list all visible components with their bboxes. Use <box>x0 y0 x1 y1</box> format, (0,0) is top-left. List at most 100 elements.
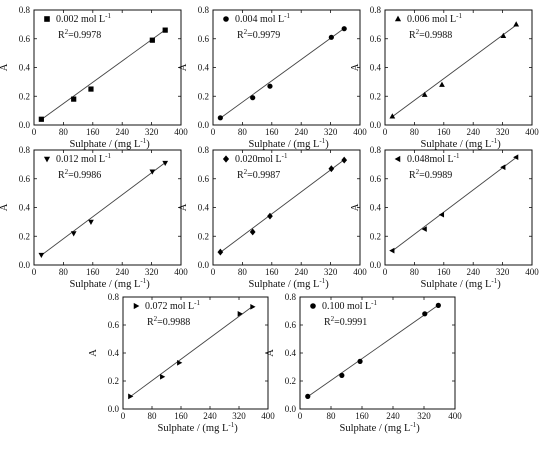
x-tick-label: 240 <box>294 267 308 277</box>
chart-panel-4: 0 80 160 240 320 400 0.0 0.2 0.4 0.6 0.8 Sulphate /… <box>0 145 188 290</box>
y-axis-label: A <box>0 203 10 211</box>
chart-panel-1: 0 80 160 240 320 400 0.0 0.2 0.4 0.6 0.8 Sulphate /… <box>0 5 188 150</box>
x-tick-label: 400 <box>525 127 539 137</box>
x-tick-label: 0 <box>383 127 388 137</box>
x-tick-label: 320 <box>417 411 431 421</box>
data-point <box>513 21 520 27</box>
y-tick-label: 0.0 <box>198 260 210 270</box>
r-squared-label: R2=0.9988 <box>409 28 452 41</box>
data-point <box>439 81 445 87</box>
y-tick-label: 0.8 <box>370 145 382 155</box>
data-point <box>149 169 156 175</box>
y-tick-label: 0.6 <box>108 320 120 330</box>
y-tick-label: 0.6 <box>198 174 210 184</box>
legend-label: 0.020mol L-1 <box>235 152 288 165</box>
legend-label: 0.006 mol L-1 <box>407 12 463 25</box>
data-point <box>70 231 77 237</box>
legend-label: 0.002 mol L-1 <box>56 12 112 25</box>
y-tick-label: 0.4 <box>285 348 297 358</box>
data-point <box>305 393 311 399</box>
data-point <box>267 83 273 89</box>
x-tick-label: 160 <box>265 127 279 137</box>
legend-label: 0.048mol L-1 <box>407 152 460 165</box>
x-tick-label: 400 <box>261 411 275 421</box>
legend-marker <box>310 303 316 309</box>
y-tick-label: 0.4 <box>19 63 31 73</box>
x-tick-label: 320 <box>324 127 338 137</box>
legend-label: 0.072 mol L-1 <box>145 299 201 312</box>
data-point <box>71 96 77 102</box>
x-tick-label: 0 <box>211 267 216 277</box>
x-tick-label: 160 <box>174 411 188 421</box>
r-squared-label: R2=0.9979 <box>237 28 280 41</box>
x-tick-label: 320 <box>145 267 159 277</box>
legend-label: 0.012 mol L-1 <box>56 152 112 165</box>
regression-line <box>41 162 166 256</box>
y-tick-label: 0.2 <box>198 231 209 241</box>
legend-label: 0.004 mol L-1 <box>235 12 291 25</box>
regression-line <box>392 24 517 118</box>
data-point <box>88 219 94 225</box>
x-tick-label: 240 <box>115 127 129 137</box>
x-tick-label: 240 <box>466 267 480 277</box>
chart-panel-2: 0 80 160 240 320 400 0.0 0.2 0.4 0.6 0.8 Sulphate /… <box>178 5 367 150</box>
y-axis-label: A <box>88 349 99 357</box>
x-tick-label: 160 <box>265 267 279 277</box>
data-point <box>162 27 168 33</box>
y-tick-label: 0.8 <box>198 5 210 15</box>
plot-frame <box>212 149 361 266</box>
legend-marker <box>222 155 230 163</box>
x-tick-label: 80 <box>59 267 69 277</box>
y-axis-label: A <box>350 63 361 71</box>
data-point <box>177 359 183 366</box>
x-tick-label: 400 <box>448 411 462 421</box>
x-tick-label: 0 <box>383 267 388 277</box>
y-tick-label: 0.2 <box>19 91 30 101</box>
y-tick-label: 0.4 <box>198 203 210 213</box>
data-point <box>422 311 428 317</box>
y-tick-label: 0.4 <box>198 63 210 73</box>
chart-panel-8: 0 80 160 240 320 400 0.0 0.2 0.4 0.6 0.8 Sulphate /… <box>265 292 462 434</box>
regression-line <box>129 306 253 398</box>
x-tick-label: 0 <box>121 411 126 421</box>
y-tick-label: 0.4 <box>108 348 120 358</box>
regression-line <box>41 29 166 120</box>
data-point <box>267 212 273 220</box>
data-point <box>389 113 396 119</box>
y-tick-label: 0.0 <box>370 260 382 270</box>
chart-panel-7: 0 80 160 240 320 400 0.0 0.2 0.4 0.6 0.8 Sulphate /… <box>88 292 275 434</box>
y-tick-label: 0.8 <box>198 145 210 155</box>
y-tick-label: 0.6 <box>285 320 297 330</box>
x-tick-label: 0 <box>298 411 303 421</box>
x-tick-label: 320 <box>324 267 338 277</box>
x-axis-label: Sulphate / (mg L-1) <box>70 277 151 290</box>
plot-frame <box>299 296 456 410</box>
data-point <box>128 393 134 400</box>
x-tick-label: 160 <box>355 411 369 421</box>
x-tick-label: 0 <box>32 127 37 137</box>
y-tick-label: 0.0 <box>370 120 382 130</box>
x-tick-label: 80 <box>327 411 337 421</box>
r-squared-label: R2=0.9978 <box>58 28 101 41</box>
data-point <box>341 26 347 32</box>
y-tick-label: 0.2 <box>198 91 209 101</box>
data-point <box>250 303 256 310</box>
data-point <box>438 211 445 218</box>
y-tick-label: 0.6 <box>370 34 382 44</box>
y-tick-label: 0.2 <box>108 376 119 386</box>
legend-marker <box>394 155 401 163</box>
y-tick-label: 0.2 <box>285 376 296 386</box>
x-tick-label: 80 <box>410 267 420 277</box>
r-squared-label: R2=0.9988 <box>147 315 190 328</box>
data-point <box>217 115 223 121</box>
r-squared-label: R2=0.9987 <box>237 168 280 181</box>
data-point <box>328 34 334 40</box>
y-axis-label: A <box>265 349 276 357</box>
x-axis-label: Sulphate / (mg L-1) <box>70 137 151 150</box>
regression-line <box>220 28 345 119</box>
y-tick-label: 0.0 <box>108 404 120 414</box>
data-point <box>162 160 169 167</box>
x-axis-label: Sulphate / (mg L-1) <box>249 277 330 290</box>
